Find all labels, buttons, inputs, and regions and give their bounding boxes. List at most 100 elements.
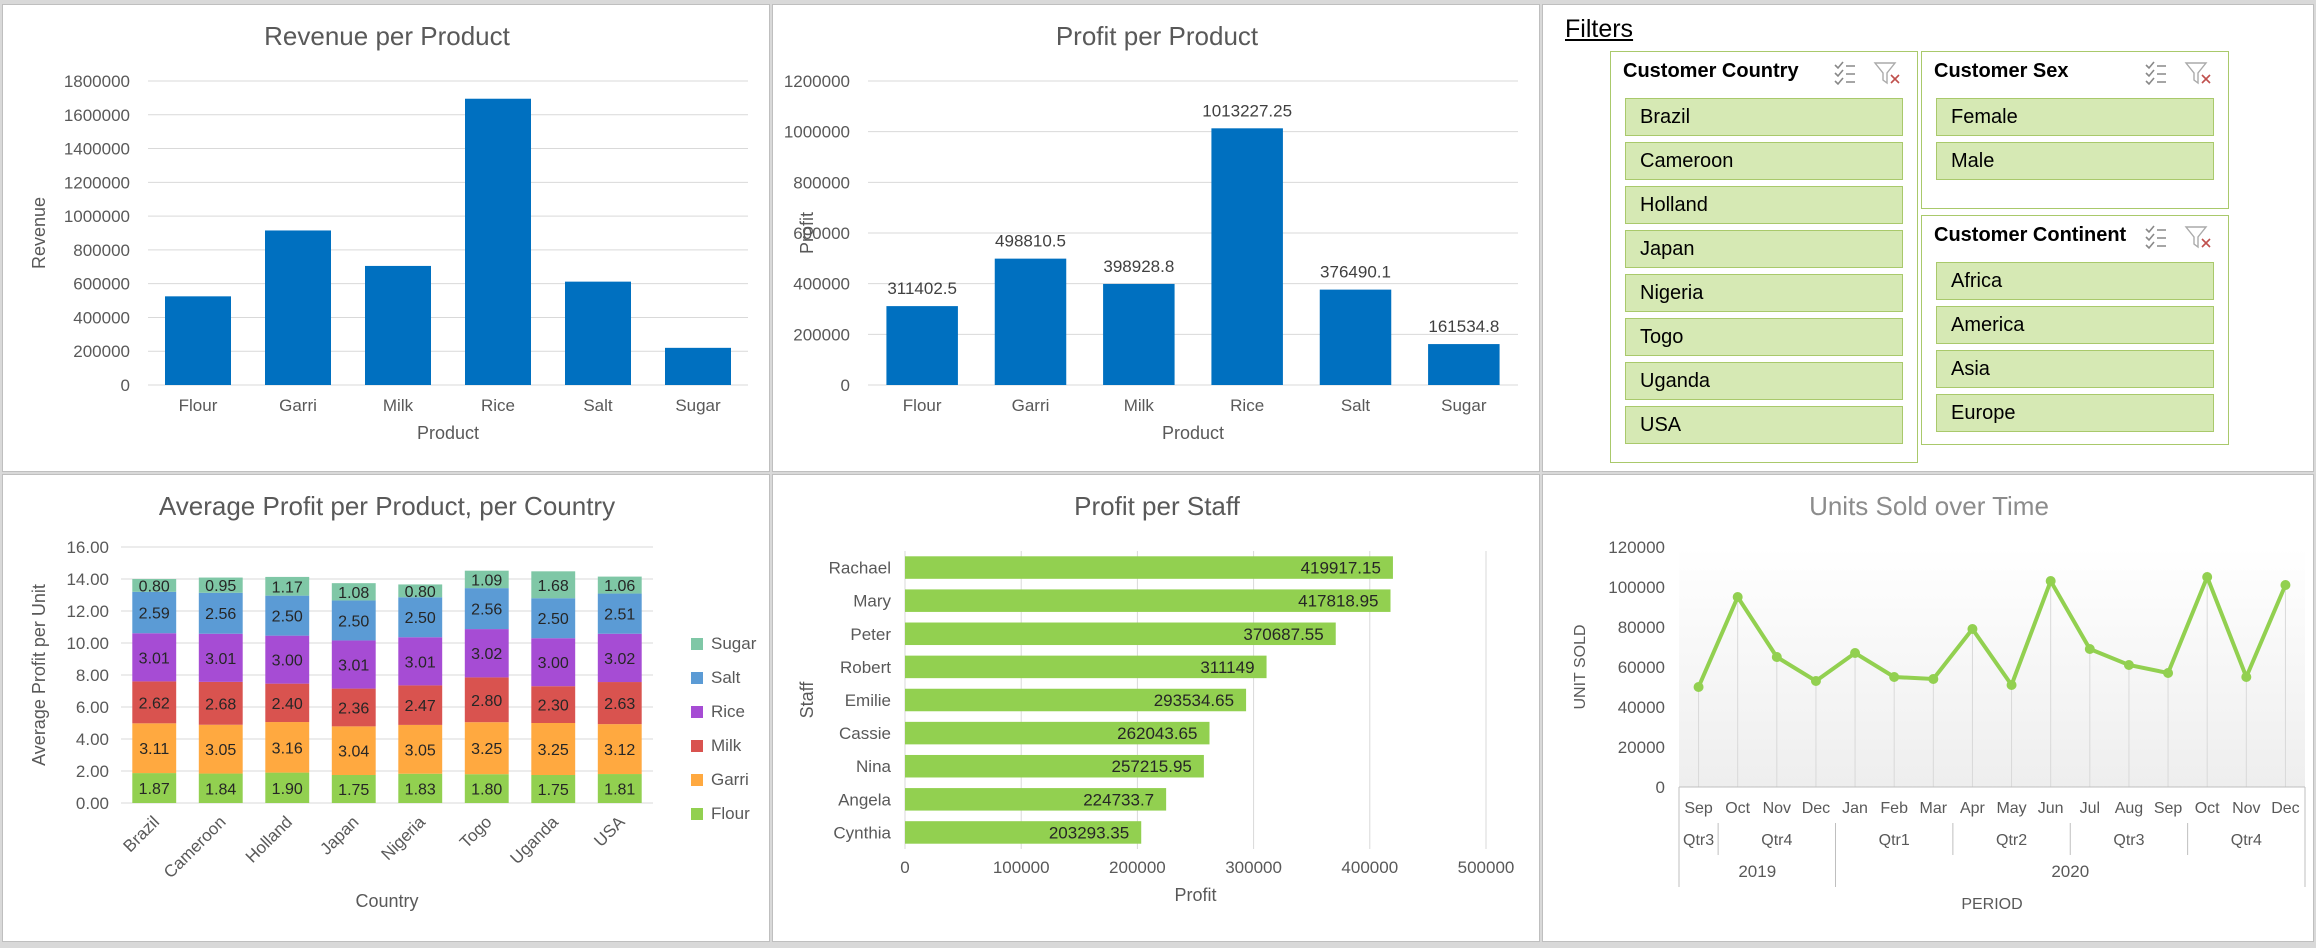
data-label: 2.40: [272, 696, 303, 713]
data-point: [2045, 576, 2056, 586]
segment-sugar: [398, 584, 443, 598]
data-label: 3.12: [604, 742, 635, 759]
x-axis-title: PERIOD: [1961, 896, 2022, 913]
segment-salt: [132, 591, 177, 634]
y-tick-label: 0: [1656, 778, 1665, 797]
x-tick-label: 300000: [1225, 858, 1282, 877]
slicer-item-brazil[interactable]: Brazil: [1625, 98, 1903, 136]
y-tick-label: Emilie: [845, 691, 891, 710]
profit-chart: Profit per Product 0 200000 400000 600000 800…: [784, 21, 1518, 443]
slicer-item-togo[interactable]: Togo: [1625, 318, 1903, 356]
series-line: [1696, 571, 2288, 690]
clear-filter-icon[interactable]: [2184, 226, 2211, 249]
multi-select-icon[interactable]: [2145, 61, 2166, 86]
slicer-continent: Customer Continent Africa America Asia Euro…: [1921, 215, 2229, 445]
segment-milk: [265, 683, 310, 723]
data-label: 257215.95: [1112, 757, 1192, 776]
segment-garri: [331, 726, 376, 775]
bar-garri: [265, 230, 331, 385]
bar-peter: [905, 622, 1336, 646]
slicer-item-usa[interactable]: USA: [1625, 406, 1903, 444]
x-tick-label: Jun: [2038, 800, 2064, 817]
data-label: 1.08: [338, 585, 369, 602]
bar-garri: [994, 258, 1067, 385]
y-tick-label: 1200000: [784, 72, 850, 91]
quarter-label: Qtr2: [1996, 832, 2027, 849]
bar-mary: [905, 589, 1391, 612]
slicer-continent-icons: [2142, 224, 2214, 255]
data-label: 3.01: [338, 658, 369, 675]
slicer-item-africa[interactable]: Africa: [1936, 262, 2214, 300]
y-tick-label: 200000: [73, 342, 130, 361]
clear-filter-icon[interactable]: [1873, 62, 1900, 85]
data-label: 3.11: [139, 741, 169, 758]
x-tick-label: Holland: [242, 812, 296, 866]
segment-rice: [331, 640, 376, 689]
segment-sugar: [464, 570, 509, 589]
x-tick-label: Dec: [1802, 800, 1830, 817]
data-label: 311402.5: [887, 279, 957, 298]
segment-garri: [597, 724, 642, 775]
y-tick-label: 20000: [1618, 738, 1665, 757]
chart-title: Profit per Staff: [1074, 491, 1240, 521]
segment-garri: [265, 722, 310, 773]
y-tick-label: 8.00: [76, 666, 109, 685]
slicer-item-japan[interactable]: Japan: [1625, 230, 1903, 268]
data-point: [2280, 580, 2291, 590]
staff-panel: Profit per Staff 0 100000 200000 300000 40000…: [772, 474, 1540, 942]
multi-select-icon[interactable]: [2145, 225, 2166, 250]
clear-filter-icon[interactable]: [2184, 62, 2211, 85]
y-tick-label: 600000: [793, 224, 850, 243]
data-label: 1.75: [538, 782, 569, 799]
data-label: 311149: [1200, 658, 1254, 677]
slicer-item-asia[interactable]: Asia: [1936, 350, 2214, 388]
slicer-item-holland[interactable]: Holland: [1625, 186, 1903, 224]
data-point: [2006, 680, 2017, 690]
slicer-item-female[interactable]: Female: [1936, 98, 2214, 136]
segment-rice: [132, 633, 177, 682]
y-axis-title: Profit: [797, 212, 817, 254]
data-label: 3.00: [272, 653, 303, 670]
legend-label: Flour: [711, 804, 750, 823]
x-tick-label: Apr: [1960, 800, 1986, 817]
slicer-item-europe[interactable]: Europe: [1936, 394, 2214, 432]
data-label: 2.36: [338, 700, 369, 717]
multi-select-icon[interactable]: [1834, 61, 1855, 86]
data-label: 398928.8: [1103, 257, 1174, 276]
data-label: 1.75: [338, 782, 369, 799]
bar-milk: [365, 265, 431, 385]
data-point: [1850, 648, 1861, 658]
data-label: 161534.8: [1428, 317, 1499, 336]
x-tick-label: Uganda: [507, 812, 563, 868]
bar-robert: [905, 655, 1267, 679]
x-tick-label: Nov: [2232, 800, 2260, 817]
x-tick-label: Milk: [1124, 396, 1155, 415]
revenue-panel: Revenue per Product 0 200000 400000 600000 80…: [2, 4, 770, 472]
slicer-item-nigeria[interactable]: Nigeria: [1625, 274, 1903, 312]
x-tick-label: USA: [590, 812, 629, 851]
x-tick-label: Aug: [2115, 800, 2143, 817]
slicer-item-america[interactable]: America: [1936, 306, 2214, 344]
quarter-label: Qtr4: [2231, 832, 2262, 849]
data-label: 0.80: [405, 584, 436, 601]
quarter-label: Qtr4: [1761, 832, 1792, 849]
segment-rice: [464, 629, 509, 678]
data-label: 2.80: [471, 693, 502, 710]
data-label: 3.00: [538, 655, 569, 672]
y-tick-label: 0: [841, 376, 850, 395]
chart-title: Units Sold over Time: [1809, 491, 2049, 521]
x-tick-label: Rice: [1230, 396, 1264, 415]
y-tick-label: 12.00: [66, 602, 109, 621]
slicer-item-uganda[interactable]: Uganda: [1625, 362, 1903, 400]
slicer-item-cameroon[interactable]: Cameroon: [1625, 142, 1903, 180]
segment-rice: [198, 633, 243, 682]
y-tick-label: 10.00: [66, 634, 109, 653]
data-label: 376490.1: [1320, 263, 1391, 282]
x-axis-title: Product: [417, 423, 479, 443]
bar-emilie: [905, 688, 1247, 712]
legend-swatch-sugar: [691, 638, 703, 650]
y-axis-title: Staff: [797, 681, 817, 719]
slicer-item-male[interactable]: Male: [1936, 142, 2214, 180]
y-tick-label: 1600000: [64, 106, 130, 125]
x-tick-label: Flour: [179, 396, 218, 415]
